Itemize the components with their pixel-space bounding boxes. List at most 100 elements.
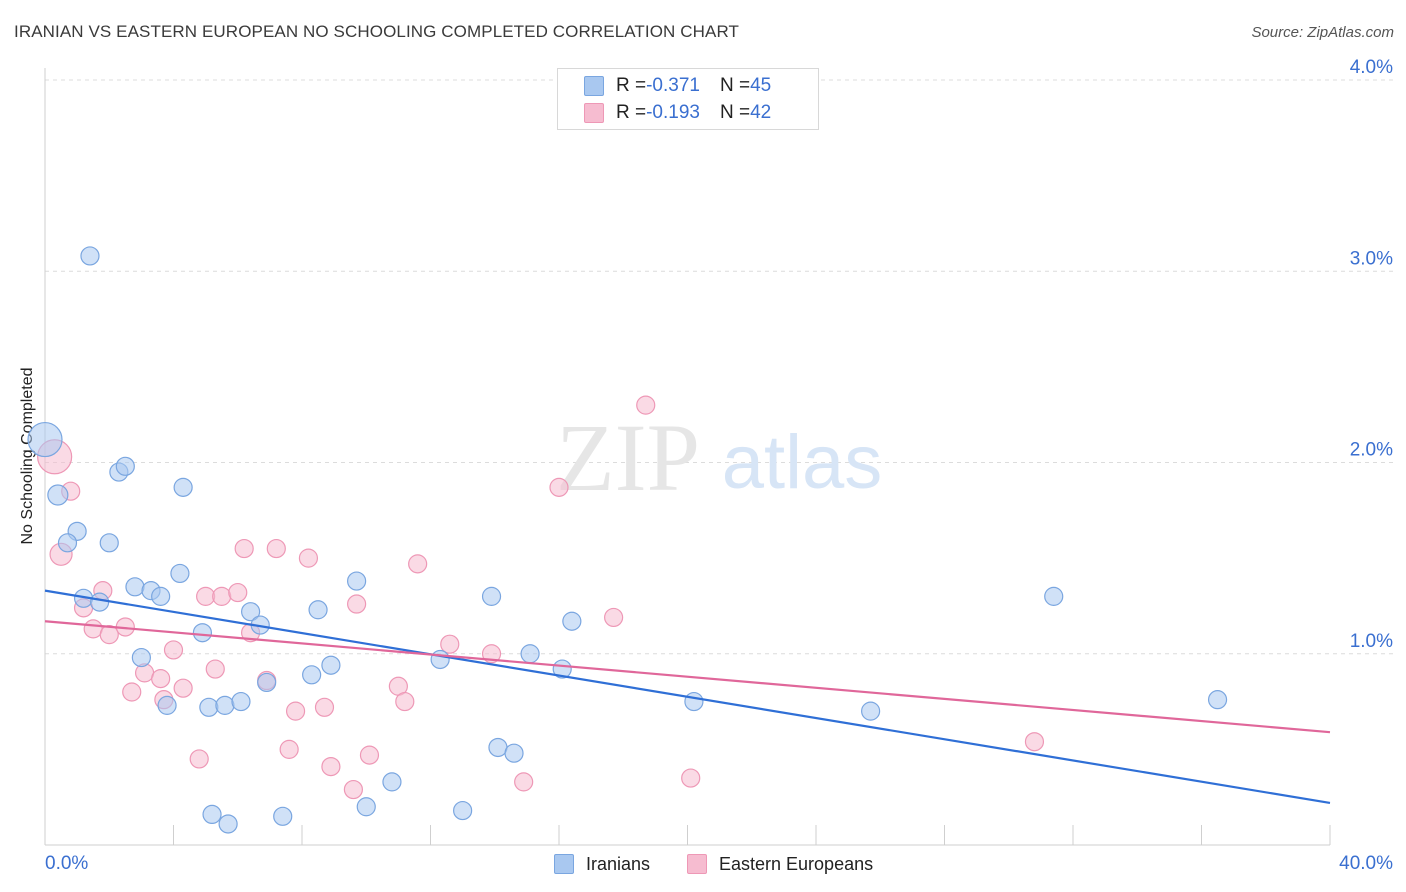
iranian-point xyxy=(347,571,367,591)
legend-item-eastern: Eastern Europeans xyxy=(687,852,873,876)
trend-lines xyxy=(44,589,1331,805)
eastern-point xyxy=(343,779,363,800)
r-value: -0.371 xyxy=(646,75,700,96)
iranian-point xyxy=(430,649,450,670)
iranian-point xyxy=(125,577,145,597)
correlation-legend: R = -0.371 N = 45 R = -0.193 N = 42 xyxy=(557,68,819,130)
iranians-points xyxy=(27,246,1228,834)
watermark-zip: ZIP xyxy=(556,404,700,511)
eastern-point xyxy=(189,749,209,769)
iranian-point xyxy=(157,695,177,715)
legend-label-eastern: Eastern Europeans xyxy=(719,853,874,874)
iranian-point xyxy=(453,800,473,821)
iranian-point xyxy=(173,477,193,497)
chart-title: IRANIAN VS EASTERN EUROPEAN NO SCHOOLING… xyxy=(14,22,740,41)
iranian-point xyxy=(202,804,222,825)
tick-labels: 1.0% 2.0% 3.0% 4.0% 0.0% 40.0% xyxy=(45,57,1393,874)
eastern-point xyxy=(359,745,380,765)
eastern-europeans-points xyxy=(37,395,1045,800)
x-tick-label: 40.0% xyxy=(1339,853,1393,874)
iranian-point xyxy=(215,695,235,715)
iranian-point xyxy=(1044,586,1064,606)
eastern-point xyxy=(440,634,460,654)
source-label: Source: ZipAtlas.com xyxy=(1251,24,1394,41)
iranian-point xyxy=(231,691,251,712)
iranian-point xyxy=(27,421,63,458)
eastern-europeans-swatch xyxy=(584,103,604,123)
eastern-point xyxy=(321,756,341,777)
iranians-trend-line xyxy=(44,589,1331,805)
iranian-point xyxy=(90,592,110,612)
watermark: ZIP atlas xyxy=(556,404,882,511)
iranian-point xyxy=(80,246,100,266)
iranian-point xyxy=(192,623,213,643)
iranian-point xyxy=(57,533,78,553)
legend-row-eastern: R = -0.193 N = 42 xyxy=(616,101,771,125)
eastern-point xyxy=(636,395,656,415)
r-label: R = xyxy=(616,75,647,96)
eastern-point xyxy=(151,669,171,689)
eastern-point xyxy=(481,644,502,664)
iranian-point xyxy=(356,797,376,817)
iranian-point xyxy=(1207,690,1228,710)
eastern-point xyxy=(99,625,119,645)
axes xyxy=(44,68,1331,846)
iranian-point xyxy=(861,701,881,721)
eastern-point xyxy=(122,682,142,702)
iranian-point xyxy=(488,737,508,758)
eastern-point xyxy=(196,586,216,606)
legend-item-iranians: Iranians xyxy=(554,852,650,876)
eastern-point xyxy=(285,701,306,721)
iranian-point xyxy=(47,484,69,506)
legend-label-iranians: Iranians xyxy=(586,853,651,874)
iranian-point xyxy=(308,600,328,620)
y-tick-label: 1.0% xyxy=(1350,631,1393,652)
y-tick-label: 3.0% xyxy=(1350,248,1393,269)
x-tick-label: 0.0% xyxy=(45,853,88,874)
iranians-swatch xyxy=(554,854,574,874)
iranian-point xyxy=(199,697,219,717)
eastern-point xyxy=(347,594,367,614)
iranian-point xyxy=(302,665,322,685)
iranian-point xyxy=(504,743,524,763)
eastern-europeans-swatch xyxy=(687,854,707,874)
iranian-point xyxy=(241,602,261,622)
iranian-point xyxy=(382,772,402,792)
eastern-point xyxy=(234,538,254,559)
eastern-point xyxy=(1024,732,1045,752)
n-label: N = xyxy=(719,75,751,96)
n-value: 45 xyxy=(750,75,772,96)
iranian-point xyxy=(520,644,540,664)
eastern-point xyxy=(298,548,319,568)
iranian-point xyxy=(481,586,502,606)
iranian-point xyxy=(131,647,151,668)
iranians-swatch xyxy=(584,76,604,96)
n-label: N = xyxy=(719,102,751,123)
eastern-trend-line xyxy=(44,620,1331,734)
iranian-point xyxy=(562,611,582,631)
eastern-point xyxy=(228,582,248,603)
iranian-point xyxy=(218,814,238,834)
legend-row-iranians: R = -0.371 N = 45 xyxy=(616,74,771,98)
eastern-point xyxy=(314,697,335,717)
iranian-point xyxy=(151,586,171,606)
eastern-point xyxy=(163,640,184,660)
iranian-point xyxy=(170,563,190,584)
n-value: 42 xyxy=(750,102,772,123)
iranian-point xyxy=(99,533,119,553)
eastern-point xyxy=(173,678,193,698)
eastern-point xyxy=(549,477,569,497)
eastern-point xyxy=(279,739,299,759)
eastern-point xyxy=(83,619,103,639)
eastern-point xyxy=(681,768,701,788)
iranian-point xyxy=(273,806,293,826)
iranian-point xyxy=(684,691,704,712)
eastern-point xyxy=(604,607,624,628)
watermark-atlas: atlas xyxy=(722,420,883,505)
grid-lines xyxy=(45,79,1395,655)
eastern-point xyxy=(266,538,286,559)
r-value: -0.193 xyxy=(646,102,700,123)
r-label: R = xyxy=(616,102,647,123)
eastern-point xyxy=(205,659,225,679)
